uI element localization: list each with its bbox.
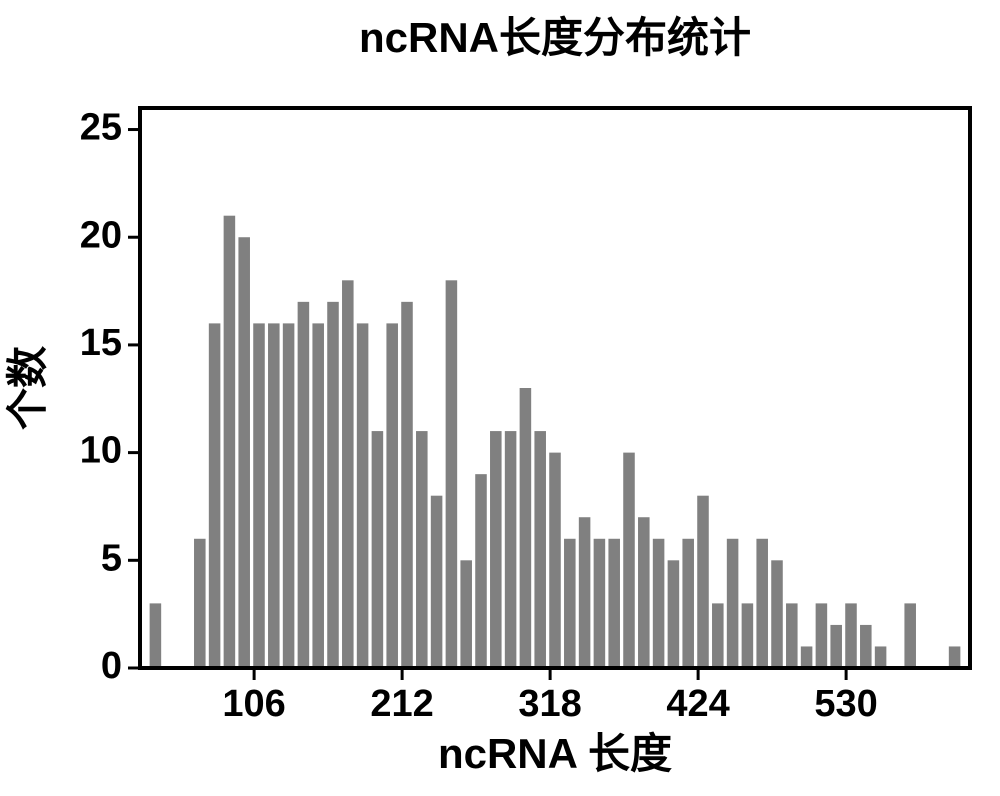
histogram-bar <box>653 539 665 668</box>
histogram-bar <box>756 539 768 668</box>
histogram-bar <box>268 323 280 668</box>
histogram-bar <box>727 539 739 668</box>
histogram-bar <box>845 603 857 668</box>
y-axis-label: 个数 <box>4 346 51 430</box>
histogram-bar <box>386 323 398 668</box>
x-tick-label: 212 <box>370 683 433 725</box>
histogram-bar <box>623 453 635 668</box>
chart-container: ncRNA长度分布统计 0 5 10 15 20 25 106 212 318 424 530 ncRN… <box>0 0 1000 796</box>
histogram-bar <box>342 280 354 668</box>
histogram-bar <box>298 302 310 668</box>
histogram-bar <box>830 625 842 668</box>
x-tick-label: 318 <box>518 683 581 725</box>
histogram-bar <box>771 560 783 668</box>
histogram-bar <box>594 539 606 668</box>
histogram-bar <box>446 280 458 668</box>
histogram-bar <box>431 496 443 668</box>
y-tick-label: 0 <box>101 645 122 687</box>
y-tick-label: 20 <box>80 214 122 256</box>
histogram-bar <box>949 646 961 668</box>
x-tick-label: 424 <box>666 683 729 725</box>
histogram-bar <box>875 646 887 668</box>
histogram-bar <box>638 517 650 668</box>
histogram-bar <box>209 323 221 668</box>
x-axis-label: ncRNA 长度 <box>438 730 672 777</box>
histogram-bar <box>682 539 694 668</box>
y-tick-label: 25 <box>80 107 122 149</box>
y-tick-label: 15 <box>80 322 122 364</box>
histogram-bar <box>505 431 517 668</box>
histogram-bar <box>608 539 620 668</box>
histogram-bar <box>520 388 532 668</box>
histogram-bar <box>697 496 709 668</box>
y-tick-label: 10 <box>80 430 122 472</box>
histogram-bar <box>357 323 369 668</box>
histogram-bar <box>860 625 872 668</box>
histogram-bar <box>534 431 546 668</box>
histogram-bar <box>564 539 576 668</box>
histogram-bar <box>327 302 339 668</box>
histogram-bar <box>668 560 680 668</box>
histogram-bar <box>194 539 206 668</box>
histogram-bar <box>904 603 916 668</box>
histogram-bar <box>401 302 413 668</box>
x-tick-label: 106 <box>222 683 285 725</box>
histogram-bar <box>283 323 295 668</box>
histogram-bar <box>816 603 828 668</box>
histogram-bar <box>253 323 265 668</box>
histogram-bar <box>786 603 798 668</box>
histogram-bar <box>475 474 487 668</box>
histogram-bar <box>224 216 236 668</box>
histogram-bar <box>579 517 591 668</box>
histogram-bar <box>238 237 250 668</box>
histogram-bar <box>490 431 502 668</box>
histogram-bar <box>712 603 724 668</box>
histogram-bar <box>801 646 813 668</box>
histogram-bar <box>312 323 324 668</box>
histogram-bar <box>460 560 472 668</box>
histogram-chart: ncRNA长度分布统计 0 5 10 15 20 25 106 212 318 424 530 ncRN… <box>0 0 1000 796</box>
histogram-bar <box>416 431 428 668</box>
histogram-bar <box>372 431 384 668</box>
x-tick-label: 530 <box>814 683 877 725</box>
histogram-bar <box>549 453 561 668</box>
histogram-bar <box>742 603 754 668</box>
histogram-bar <box>150 603 162 668</box>
chart-title: ncRNA长度分布统计 <box>359 14 751 61</box>
y-tick-label: 5 <box>101 537 122 579</box>
